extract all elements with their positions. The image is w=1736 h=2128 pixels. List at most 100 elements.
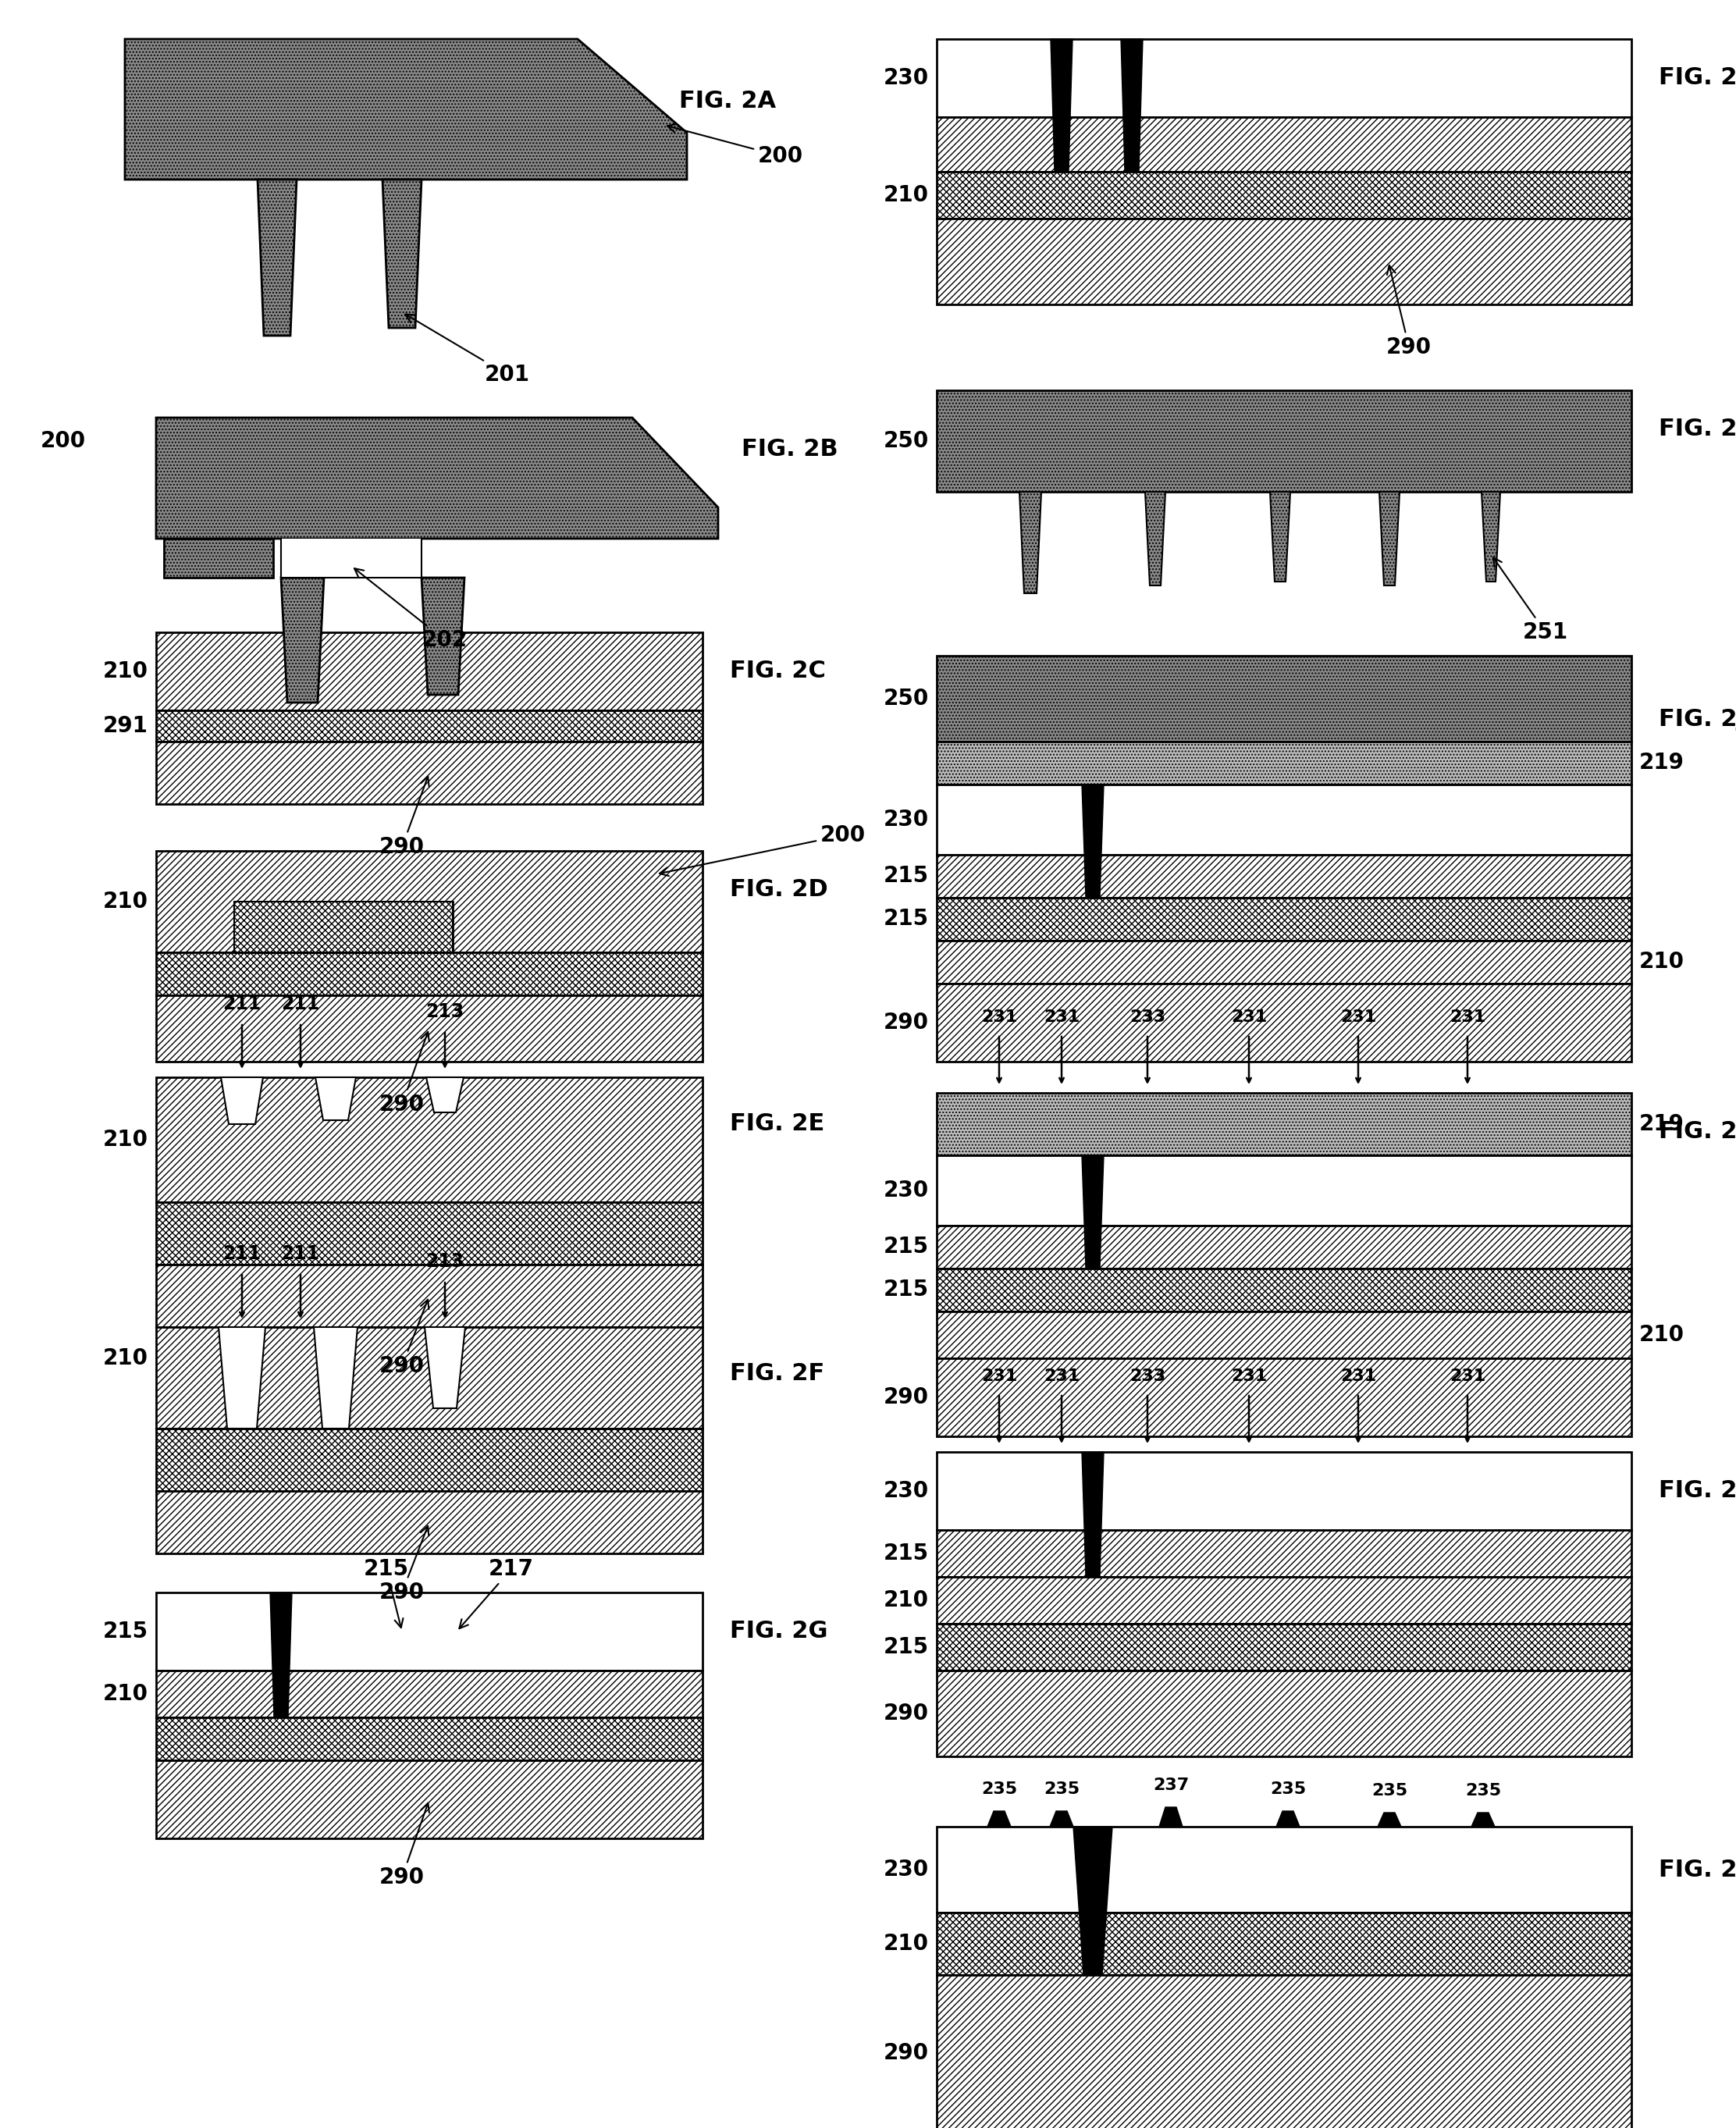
Text: 251: 251 xyxy=(1493,558,1568,643)
Polygon shape xyxy=(271,1592,292,1717)
Text: 231: 231 xyxy=(1231,1368,1267,1383)
Bar xyxy=(156,741,703,804)
Polygon shape xyxy=(1019,492,1042,594)
Text: 290: 290 xyxy=(380,1526,429,1602)
Bar xyxy=(156,1202,703,1264)
Text: 233: 233 xyxy=(1130,1368,1165,1383)
Bar xyxy=(156,1428,703,1492)
Polygon shape xyxy=(1276,1811,1300,1826)
Bar xyxy=(156,1264,703,1328)
Text: 210: 210 xyxy=(102,1347,148,1368)
Polygon shape xyxy=(1146,492,1165,585)
Bar xyxy=(937,1624,1632,1670)
Bar xyxy=(156,1592,703,1670)
Bar xyxy=(937,1530,1632,1577)
Text: 290: 290 xyxy=(884,2043,929,2064)
Polygon shape xyxy=(1050,1811,1073,1826)
Bar xyxy=(937,1311,1632,1358)
Text: 202: 202 xyxy=(354,568,467,651)
Bar xyxy=(937,855,1632,898)
Polygon shape xyxy=(1121,38,1142,172)
Polygon shape xyxy=(1050,38,1073,172)
Polygon shape xyxy=(422,577,465,694)
Text: 211: 211 xyxy=(281,1245,319,1264)
Polygon shape xyxy=(1271,492,1290,581)
Text: 215: 215 xyxy=(884,1236,929,1258)
Text: 235: 235 xyxy=(1371,1783,1408,1798)
Bar xyxy=(937,1670,1632,1756)
Text: 290: 290 xyxy=(884,1011,929,1034)
Text: 211: 211 xyxy=(222,994,260,1013)
Text: 215: 215 xyxy=(884,1279,929,1300)
Text: 211: 211 xyxy=(222,1245,260,1264)
Polygon shape xyxy=(427,1077,464,1113)
Polygon shape xyxy=(281,577,325,702)
Text: 213: 213 xyxy=(425,1002,464,1021)
Polygon shape xyxy=(316,1077,356,1119)
Polygon shape xyxy=(257,179,297,336)
Bar xyxy=(156,1492,703,1553)
Text: 230: 230 xyxy=(884,1481,929,1502)
Text: 215: 215 xyxy=(884,909,929,930)
Text: 235: 235 xyxy=(1465,1783,1502,1798)
Bar xyxy=(937,1268,1632,1311)
Text: 217: 217 xyxy=(460,1558,535,1628)
Polygon shape xyxy=(219,1328,266,1428)
Text: 230: 230 xyxy=(884,809,929,830)
Bar xyxy=(937,38,1632,117)
Text: 210: 210 xyxy=(884,1590,929,1611)
Text: 231: 231 xyxy=(1340,1368,1377,1383)
Polygon shape xyxy=(156,417,719,538)
Polygon shape xyxy=(1082,1451,1104,1577)
Polygon shape xyxy=(425,1328,465,1409)
Polygon shape xyxy=(1082,785,1104,898)
Bar xyxy=(156,1077,703,1202)
Text: 210: 210 xyxy=(102,892,148,913)
Text: 291: 291 xyxy=(102,715,148,736)
Text: 233: 233 xyxy=(1130,1009,1165,1026)
Bar xyxy=(937,1577,1632,1624)
Text: 215: 215 xyxy=(884,1543,929,1564)
Bar xyxy=(937,898,1632,941)
Text: 231: 231 xyxy=(1450,1368,1486,1383)
Bar xyxy=(156,1760,703,1839)
Text: 210: 210 xyxy=(884,1932,929,1956)
Bar xyxy=(937,741,1632,785)
Bar xyxy=(156,953,703,996)
Polygon shape xyxy=(382,179,422,328)
Text: 200: 200 xyxy=(667,123,804,168)
Text: FIG. 2E: FIG. 2E xyxy=(729,1113,825,1136)
Text: 237: 237 xyxy=(1153,1777,1189,1794)
Text: 290: 290 xyxy=(380,1032,429,1115)
Bar xyxy=(937,1975,1632,2128)
Polygon shape xyxy=(281,538,422,577)
Text: 290: 290 xyxy=(380,1300,429,1377)
Text: FIG. 2B: FIG. 2B xyxy=(741,438,838,460)
Bar xyxy=(937,1226,1632,1268)
Bar xyxy=(937,117,1632,172)
Text: 210: 210 xyxy=(102,1128,148,1151)
Polygon shape xyxy=(1378,1813,1401,1826)
Text: 235: 235 xyxy=(1271,1781,1305,1796)
Text: 200: 200 xyxy=(660,824,866,877)
Text: 250: 250 xyxy=(884,430,929,451)
Text: 230: 230 xyxy=(884,1858,929,1881)
Text: FIG. 2K: FIG. 2K xyxy=(1658,1121,1736,1143)
Polygon shape xyxy=(1073,1826,1113,1975)
Text: 219: 219 xyxy=(1639,1113,1684,1134)
Text: 290: 290 xyxy=(380,777,429,858)
Text: 290: 290 xyxy=(1387,266,1432,358)
Text: 210: 210 xyxy=(1639,951,1684,972)
Polygon shape xyxy=(988,1811,1010,1826)
Polygon shape xyxy=(1472,1813,1495,1826)
Text: 290: 290 xyxy=(884,1387,929,1409)
Bar xyxy=(156,851,703,953)
Polygon shape xyxy=(314,1328,358,1428)
Text: 215: 215 xyxy=(884,1636,929,1658)
Text: 231: 231 xyxy=(1231,1009,1267,1026)
Text: 200: 200 xyxy=(40,430,85,451)
Bar xyxy=(234,902,453,953)
Text: 213: 213 xyxy=(425,1251,464,1270)
Text: 210: 210 xyxy=(102,660,148,683)
Text: FIG. 2H: FIG. 2H xyxy=(1658,66,1736,89)
